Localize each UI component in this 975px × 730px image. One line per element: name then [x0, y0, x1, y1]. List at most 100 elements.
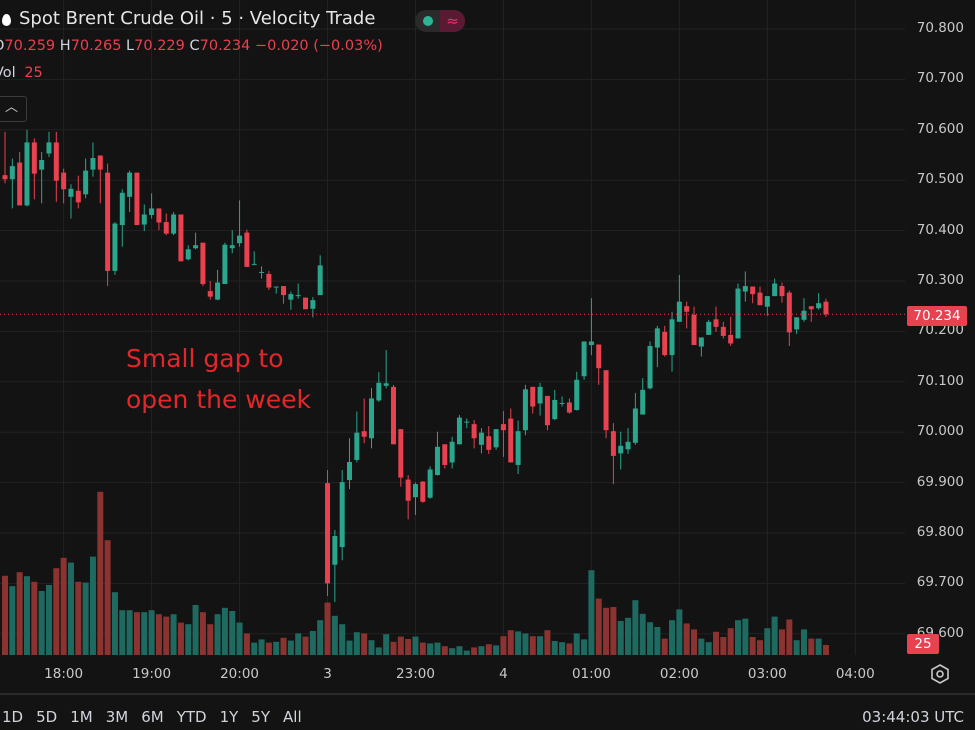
- volume-bar: [669, 620, 676, 655]
- range-3m[interactable]: 3M: [105, 708, 129, 726]
- volume-bar: [822, 645, 829, 655]
- price-tick-label: 70.300: [916, 272, 964, 288]
- volume-bar: [713, 631, 720, 655]
- candle-body: [603, 370, 609, 431]
- range-5y[interactable]: 5Y: [251, 708, 271, 726]
- volume-bar: [808, 638, 815, 655]
- range-ytd[interactable]: YTD: [176, 708, 207, 726]
- close-label: C: [189, 38, 200, 54]
- candle-body: [493, 429, 499, 448]
- volume-bar: [419, 642, 426, 655]
- range-1d[interactable]: 1D: [2, 708, 24, 726]
- candle-body: [178, 214, 184, 262]
- candles: [2, 129, 829, 603]
- candle-body: [684, 306, 690, 312]
- candle-body: [332, 536, 338, 565]
- volume-bar: [815, 638, 822, 655]
- candle-body: [728, 334, 734, 344]
- candle-body: [449, 441, 455, 463]
- candle-body: [610, 431, 616, 456]
- candle-body: [376, 382, 382, 401]
- price-tick-label: 70.500: [916, 171, 964, 188]
- volume-bar: [471, 647, 478, 655]
- candle-body: [398, 429, 404, 478]
- price-tick-label: 70.100: [916, 372, 964, 389]
- candle-body: [750, 286, 756, 295]
- volume-bar: [639, 613, 646, 655]
- symbol-title[interactable]: Spot Brent Crude Oil · 5 · Velocity Trad…: [0, 8, 375, 29]
- volume-bar: [339, 624, 346, 655]
- candle-body: [390, 386, 396, 445]
- volume-bar: [361, 633, 368, 655]
- volume-bar: [412, 636, 419, 655]
- price-tick-label: 70.000: [916, 423, 964, 440]
- utc-clock[interactable]: 03:44:03 UTC: [862, 708, 964, 726]
- candle-body: [156, 208, 162, 223]
- volume-bar: [67, 562, 74, 655]
- candle-body: [207, 291, 213, 297]
- candle-body: [237, 235, 243, 244]
- collapse-legend-button[interactable]: ︿: [0, 96, 27, 122]
- volume-bar: [82, 582, 89, 655]
- candle-body: [434, 446, 440, 476]
- candle-body: [119, 192, 125, 226]
- high-value: 70.265: [70, 38, 122, 54]
- volume-bar: [529, 636, 536, 655]
- volume-bar: [353, 632, 360, 655]
- volume-bar: [346, 640, 353, 655]
- volume-bar: [177, 622, 184, 655]
- candle-body: [31, 142, 37, 174]
- volume-bar: [610, 607, 617, 655]
- price-tick-label: 69.700: [916, 574, 964, 591]
- ohlc-legend: O70.259 H70.265 L70.229 C70.234 −0.020 (…: [0, 38, 383, 54]
- candle-body: [68, 188, 74, 197]
- range-1m[interactable]: 1M: [70, 708, 93, 726]
- time-tick-label: 04:00: [835, 666, 875, 682]
- volume-bar: [485, 644, 492, 655]
- candle-body: [2, 175, 8, 180]
- time-tick-label: 02:00: [659, 666, 699, 682]
- candle-body: [163, 222, 169, 234]
- close-value: 70.234: [199, 38, 251, 54]
- candle-body: [310, 300, 316, 309]
- candle-body: [61, 172, 67, 190]
- time-tick-label: 19:00: [132, 666, 172, 682]
- candlestick-chart[interactable]: [0, 0, 975, 693]
- range-6m[interactable]: 6M: [141, 708, 164, 726]
- volume-bar: [551, 641, 558, 655]
- candle-body: [676, 301, 682, 322]
- volume-bar: [258, 639, 265, 655]
- range-all[interactable]: All: [283, 708, 302, 726]
- candle-body: [244, 232, 250, 267]
- settings-icon[interactable]: [930, 664, 950, 684]
- volume-bar: [199, 612, 206, 655]
- indicator-toggle[interactable]: ≈: [415, 10, 465, 32]
- volume-bar: [38, 591, 45, 655]
- volume-bar: [375, 647, 382, 655]
- candle-body: [632, 408, 638, 443]
- candle-body: [317, 265, 323, 296]
- range-5d[interactable]: 5D: [36, 708, 58, 726]
- candle-body: [559, 402, 565, 404]
- volume-bar: [104, 540, 111, 655]
- candle-body: [500, 424, 506, 431]
- candle-body: [361, 431, 367, 437]
- volume-bar: [214, 614, 221, 655]
- range-selector: 1D 5D 1M 3M 6M YTD 1Y 5Y All: [2, 708, 315, 726]
- volume-bar: [449, 648, 456, 655]
- volume-bar: [559, 642, 566, 655]
- volume-bar: [31, 581, 38, 655]
- candle-body: [112, 223, 118, 271]
- divider: [0, 693, 975, 695]
- volume-label: Vol: [0, 65, 16, 81]
- candle-body: [420, 481, 426, 502]
- volume-bar: [295, 633, 302, 655]
- volume-bars: [2, 491, 829, 655]
- candle-body: [625, 441, 631, 450]
- low-label: L: [126, 38, 135, 54]
- candle-body: [456, 417, 462, 445]
- volume-bar: [331, 615, 338, 655]
- volume-bar: [441, 646, 448, 655]
- range-1y[interactable]: 1Y: [219, 708, 239, 726]
- volume-bar: [126, 610, 133, 655]
